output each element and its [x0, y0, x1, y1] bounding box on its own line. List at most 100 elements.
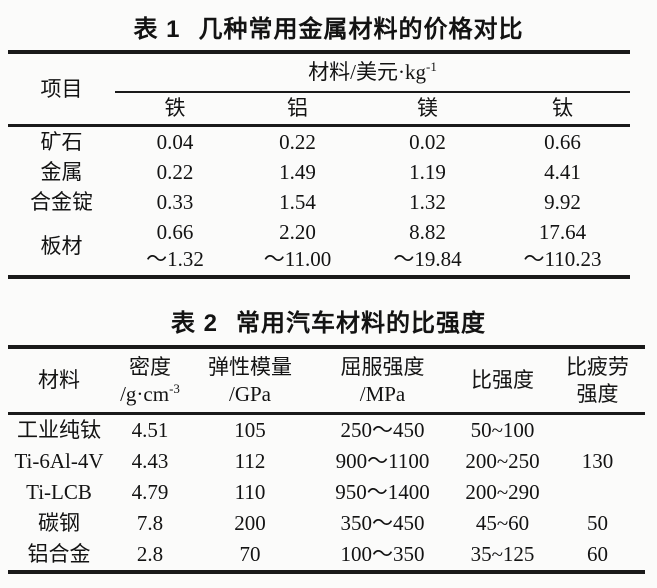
table-cell: 8.82 ～19.84: [360, 217, 495, 277]
table2-row-ti6al4v: Ti-6Al-4V 4.43 112 900～1100 200~250 130: [8, 446, 645, 477]
table2-title-text: 常用汽车材料的比强度: [236, 310, 486, 337]
table-cell: 100～350: [340, 542, 425, 567]
header-unit: /g·cm-3: [110, 381, 190, 408]
row-label: 碳钢: [38, 511, 80, 536]
table-cell: 900～1100: [335, 449, 430, 474]
table2-row-tilcb: Ti-LCB 4.79 110 950～1400 200~290: [8, 477, 645, 508]
row-label: 合金锭: [30, 189, 93, 214]
density-unit-text: /g·cm: [120, 381, 170, 406]
table-cell: 950～1400: [335, 480, 430, 505]
table1-caption: 表 1 几种常用金属材料的价格对比: [0, 0, 657, 44]
header-unit: /GPa: [229, 381, 271, 406]
table-cell: 4.43: [131, 449, 169, 474]
table2-header-elastic-modulus: 弹性模量 /GPa: [190, 347, 310, 415]
table1-row-alloy-ingot: 合金锭 0.33 1.54 1.32 9.92: [8, 187, 630, 217]
header-line: 密度: [129, 354, 171, 379]
table-cell: 70: [239, 542, 261, 567]
table-cell: 0.66 ～1.32: [115, 217, 235, 277]
table1-number: 表 1: [133, 16, 181, 43]
density-unit-superscript: -3: [169, 380, 180, 396]
table-cell: 250～450: [340, 418, 425, 443]
table-cell: 130: [581, 449, 614, 474]
table1-header-row-materials: 铁 铝 镁 钛: [8, 92, 631, 127]
table-cell: 17.64 ～110.23: [495, 217, 630, 277]
table-cell: 0.04: [156, 129, 194, 154]
table-cell: 0.33: [156, 189, 194, 214]
table1-header-iron: 铁: [115, 92, 235, 127]
table1-header-row-group: 项目 材料/美元·kg-1: [8, 52, 631, 127]
table-cell: 200~290: [465, 480, 540, 505]
table-cell: 0.66: [544, 129, 581, 154]
table2-header-specific-strength: 比强度: [455, 347, 550, 415]
table-cell: 200~250: [465, 449, 540, 474]
table-cell: 112: [234, 449, 266, 474]
table1-unit-text: 材料/美元·kg: [308, 60, 427, 85]
table2-row-carbon-steel: 碳钢 7.8 200 350～450 45~60 50: [8, 508, 645, 539]
table-cell: 2.8: [136, 542, 164, 567]
table-cell: 45~60: [475, 511, 530, 536]
header-unit: /MPa: [359, 381, 406, 406]
range-lower: ～11.00: [263, 247, 332, 271]
table-cell: 0.02: [409, 129, 446, 154]
range-upper: 0.66: [156, 220, 194, 244]
table-cell: [550, 477, 645, 508]
header-line: 比疲劳: [566, 354, 629, 379]
row-label: Ti-6Al-4V: [14, 449, 104, 474]
table-cell: 350～450: [340, 511, 425, 536]
table-cell: 7.8: [136, 511, 164, 536]
table1-row-metal: 金属 0.22 1.49 1.19 4.41: [8, 157, 630, 187]
table-cell: 1.49: [279, 159, 316, 184]
table2-header-density: 密度 /g·cm-3: [110, 347, 190, 415]
range-lower: ～1.32: [146, 247, 204, 271]
table2-specific-strength: 材料 密度 /g·cm-3 弹性模量 /GPa 屈服强度 /MPa 比强度 比疲…: [8, 345, 645, 574]
table-cell: 1.19: [409, 159, 446, 184]
range-lower: ～19.84: [393, 247, 462, 271]
table2-row-pure-titanium: 工业纯钛 4.51 105 250～450 50~100: [8, 414, 645, 447]
table2-caption: 表 2 常用汽车材料的比强度: [0, 279, 657, 338]
table2-row-aluminum-alloy: 铝合金 2.8 70 100～350 35~125 60: [8, 539, 645, 572]
table-cell: 1.54: [279, 189, 316, 214]
table-cell: 4.41: [544, 159, 581, 184]
range-upper: 8.82: [409, 220, 446, 244]
table1-header-item: 项目: [8, 52, 115, 127]
table1-unit-superscript: -1: [426, 59, 437, 75]
table-cell: 2.20 ～11.00: [235, 217, 360, 277]
table-cell: 4.51: [131, 418, 169, 443]
table-cell: 9.92: [544, 189, 581, 214]
table2-header-yield-strength: 屈服强度 /MPa: [310, 347, 455, 415]
table-cell: 35~125: [470, 542, 535, 567]
table-cell: 110: [234, 480, 266, 505]
table1-title-text: 几种常用金属材料的价格对比: [198, 16, 524, 43]
table1-header-magnesium: 镁: [360, 92, 495, 127]
table-cell: 0.22: [279, 129, 316, 154]
table-cell: 200: [234, 511, 266, 536]
table1-metal-prices: 项目 材料/美元·kg-1 铁 铝 镁 钛 矿石 0.04 0.22 0.02 …: [8, 50, 631, 279]
row-label: 金属: [40, 159, 83, 184]
row-label: 板材: [40, 233, 83, 258]
table-cell: 1.32: [409, 189, 446, 214]
table-cell: 60: [587, 542, 608, 567]
table1-header-aluminum: 铝: [235, 92, 360, 127]
table1-header-titanium: 钛: [495, 92, 631, 127]
table1-row-sheet: 板材 0.66 ～1.32 2.20 ～11.00 8.82 ～19.84 17…: [8, 217, 630, 277]
table-cell: 0.22: [156, 159, 194, 184]
row-label: 工业纯钛: [17, 418, 101, 443]
range-upper: 2.20: [279, 220, 316, 244]
table-cell: 105: [234, 418, 266, 443]
row-label: Ti-LCB: [26, 480, 92, 505]
table2-header-row: 材料 密度 /g·cm-3 弹性模量 /GPa 屈服强度 /MPa 比强度 比疲…: [8, 347, 645, 415]
range-lower: ～110.23: [523, 247, 602, 271]
table2-header-specific-fatigue: 比疲劳 强度: [550, 347, 645, 415]
table-cell: [550, 414, 645, 447]
table1-header-unit-group: 材料/美元·kg-1: [115, 52, 631, 93]
row-label: 矿石: [40, 129, 83, 154]
table-cell: 50~100: [470, 418, 535, 443]
table-cell: 50: [587, 511, 608, 536]
table1-row-ore: 矿石 0.04 0.22 0.02 0.66: [8, 126, 630, 158]
header-line: 弹性模量: [208, 354, 292, 379]
table2-header-material: 材料: [8, 347, 110, 415]
header-line: 屈服强度: [340, 354, 425, 379]
row-label: 铝合金: [27, 542, 91, 567]
header-line: 强度: [576, 381, 619, 406]
table2-number: 表 2: [170, 310, 218, 337]
